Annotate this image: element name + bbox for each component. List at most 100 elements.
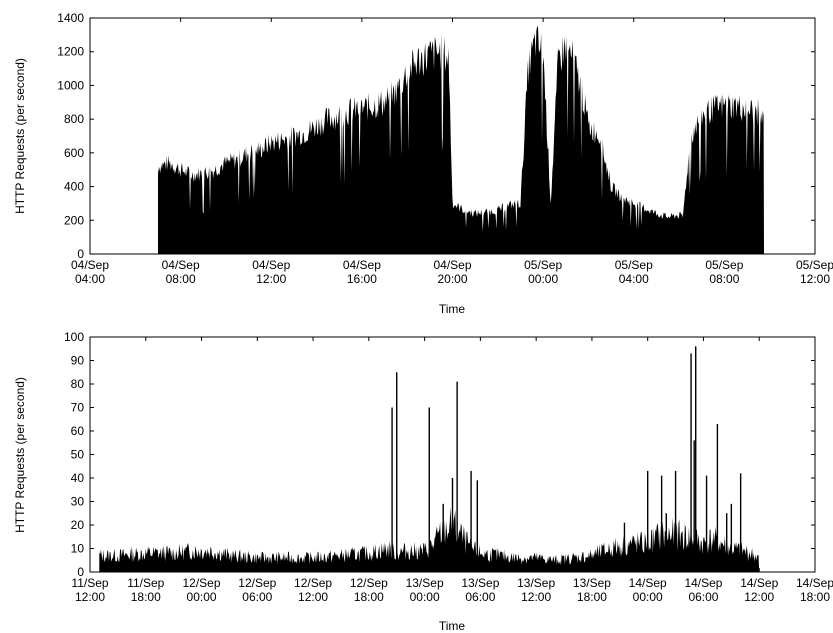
bottom-y-tick-label: 50 — [71, 448, 85, 462]
top-x-tick-label-time: 00:00 — [528, 272, 558, 286]
bottom-y-tick-label: 100 — [64, 330, 84, 344]
bottom-x-tick-label-date: 11/Sep — [127, 576, 164, 590]
top-y-axis-label: HTTP Requests (per second) — [13, 58, 27, 214]
top-x-tick-label-date: 04/Sep — [343, 258, 381, 272]
bottom-x-tick-label: 13/Sep 12:00 — [517, 576, 555, 604]
bottom-x-tick-label-time: 12:00 — [744, 590, 774, 604]
bottom-x-tick-label-date: 14/Sep — [684, 576, 722, 590]
bottom-y-tick-label: 60 — [71, 424, 85, 438]
bottom-x-tick-label: 13/Sep 18:00 — [573, 576, 611, 604]
bottom-x-tick-label-date: 13/Sep — [573, 576, 611, 590]
bottom-x-tick-label-time: 18:00 — [354, 590, 384, 604]
top-y-tick-label: 1000 — [57, 78, 84, 92]
top-x-tick-label-date: 05/Sep — [524, 258, 562, 272]
bottom-x-tick-label-time: 00:00 — [633, 590, 663, 604]
bottom-y-tick-label: 90 — [71, 354, 85, 368]
bottom-x-tick-label: 14/Sep 00:00 — [629, 576, 667, 604]
top-x-tick-label-time: 08:00 — [709, 272, 739, 286]
top-x-tick-label: 05/Sep 08:00 — [705, 258, 743, 286]
bottom-spikes — [391, 346, 742, 572]
bottom-x-tick-label: 11/Sep 18:00 — [127, 576, 164, 604]
bottom-x-tick-label: 11/Sep 12:00 — [71, 576, 108, 604]
bottom-x-tick-label-date: 13/Sep — [406, 576, 444, 590]
bottom-x-tick-label: 12/Sep 00:00 — [183, 576, 221, 604]
bottom-x-tick-label-date: 11/Sep — [71, 576, 108, 590]
bottom-x-tick-label: 13/Sep 06:00 — [461, 576, 499, 604]
top-x-tick-label: 04/Sep 12:00 — [252, 258, 290, 286]
bottom-x-tick-label-date: 12/Sep — [294, 576, 332, 590]
bottom-x-tick-label: 14/Sep 12:00 — [740, 576, 778, 604]
bottom-x-tick-label-time: 00:00 — [187, 590, 217, 604]
top-y-tick-label: 800 — [64, 112, 84, 126]
bottom-x-tick-label: 12/Sep 18:00 — [350, 576, 388, 604]
bottom-x-tick-label-date: 12/Sep — [183, 576, 221, 590]
bottom-x-tick-label-time: 06:00 — [465, 590, 495, 604]
top-x-tick-label: 05/Sep 04:00 — [615, 258, 653, 286]
bottom-x-tick-label-time: 00:00 — [410, 590, 440, 604]
bottom-y-tick-label: 70 — [71, 401, 85, 415]
top-x-tick-label: 05/Sep 12:00 — [796, 258, 833, 286]
bottom-area-series — [99, 507, 760, 572]
top-x-tick-label: 04/Sep 16:00 — [343, 258, 381, 286]
bottom-x-tick-label-time: 18:00 — [577, 590, 607, 604]
top-y-tick-label: 1400 — [57, 11, 84, 25]
bottom-x-tick-label-date: 12/Sep — [238, 576, 276, 590]
top-x-tick-label-date: 04/Sep — [433, 258, 471, 272]
top-plot-area — [89, 17, 816, 255]
top-x-tick-label-time: 04:00 — [619, 272, 649, 286]
top-x-tick-label: 05/Sep 00:00 — [524, 258, 562, 286]
bottom-y-tick-label: 30 — [71, 495, 85, 509]
top-y-tick-label: 200 — [64, 213, 84, 227]
bottom-x-tick-label: 12/Sep 12:00 — [294, 576, 332, 604]
top-x-tick-label: 04/Sep 08:00 — [162, 258, 200, 286]
bottom-x-tick-label-date: 13/Sep — [517, 576, 555, 590]
top-y-tick-label: 0 — [77, 247, 84, 261]
bottom-x-tick-label-time: 06:00 — [242, 590, 272, 604]
bottom-x-tick-label-time: 12:00 — [521, 590, 551, 604]
top-area-series — [158, 26, 764, 254]
bottom-x-tick-label: 13/Sep 00:00 — [406, 576, 444, 604]
top-x-axis-label: Time — [439, 302, 466, 316]
top-x-tick-label-time: 12:00 — [256, 272, 286, 286]
top-x-tick-label-time: 04:00 — [75, 272, 105, 286]
bottom-x-tick-label: 14/Sep 18:00 — [796, 576, 833, 604]
bottom-y-tick-label: 0 — [77, 565, 84, 579]
top-x-tick-label-date: 04/Sep — [162, 258, 200, 272]
top-y-ticks: 0 200 400 600 800 1000 1200 1400 — [57, 11, 815, 261]
top-x-tick-label-date: 05/Sep — [705, 258, 743, 272]
top-y-tick-label: 1200 — [57, 45, 84, 59]
bottom-plot-area — [89, 336, 816, 573]
top-x-tick-label-time: 12:00 — [800, 272, 830, 286]
bottom-x-tick-label-time: 06:00 — [688, 590, 718, 604]
top-x-tick-label-time: 20:00 — [437, 272, 467, 286]
bottom-x-axis-label: Time — [439, 619, 466, 633]
top-y-tick-label: 600 — [64, 146, 84, 160]
bottom-x-tick-label: 12/Sep 06:00 — [238, 576, 276, 604]
top-x-tick-label-date: 05/Sep — [615, 258, 653, 272]
bottom-y-ticks: 0 10 20 30 40 50 60 70 80 90 100 — [64, 330, 815, 579]
bottom-x-tick-label-time: 18:00 — [800, 590, 830, 604]
bottom-y-tick-label: 20 — [71, 518, 85, 532]
bottom-y-tick-label: 80 — [71, 377, 85, 391]
top-x-tick-label-time: 16:00 — [347, 272, 377, 286]
bottom-x-tick-label-date: 14/Sep — [796, 576, 833, 590]
top-x-tick-label-date: 05/Sep — [796, 258, 833, 272]
bottom-y-tick-label: 10 — [71, 542, 85, 556]
top-x-tick-label: 04/Sep 20:00 — [433, 258, 471, 286]
bottom-y-tick-label: 40 — [71, 471, 85, 485]
bottom-x-tick-label-date: 14/Sep — [740, 576, 778, 590]
top-y-tick-label: 400 — [64, 180, 84, 194]
bottom-x-tick-label-time: 18:00 — [131, 590, 161, 604]
top-x-tick-label: 04/Sep 04:00 — [71, 258, 109, 286]
top-x-tick-label-date: 04/Sep — [71, 258, 109, 272]
bottom-x-tick-label-date: 12/Sep — [350, 576, 388, 590]
bottom-x-tick-label-time: 12:00 — [298, 590, 328, 604]
top-x-tick-label-time: 08:00 — [166, 272, 196, 286]
bottom-y-axis-label: HTTP Requests (per second) — [13, 377, 27, 533]
bottom-x-tick-label: 14/Sep 06:00 — [684, 576, 722, 604]
